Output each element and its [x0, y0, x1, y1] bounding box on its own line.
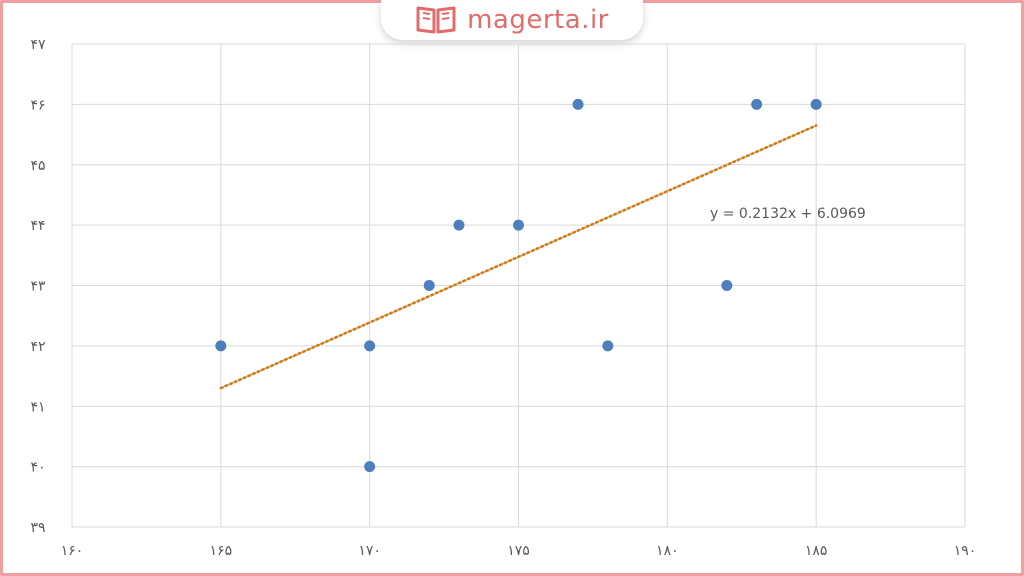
trendline [219, 124, 818, 390]
book-icon [416, 6, 456, 34]
data-point [602, 340, 614, 352]
y-tick-label: ۴۵ [30, 158, 45, 174]
y-tick-label: ۴۴ [30, 218, 45, 234]
gridlines [71, 43, 966, 528]
x-tick-label: ۱۶۰ [61, 543, 84, 559]
y-tick-label: ۴۶ [30, 97, 45, 113]
brand-name: magerta.ir [467, 5, 609, 35]
trendline-layer [219, 124, 818, 390]
trendline-equation: y = 0.2132x + 6.0969 [710, 206, 866, 222]
x-tick-label: ۱۷۵ [507, 543, 530, 559]
data-point [810, 98, 822, 110]
data-point [453, 219, 465, 231]
data-point [572, 98, 584, 110]
data-point [364, 461, 376, 473]
y-axis-ticks: ۳۹ ۴۰ ۴۱ ۴۲ ۴۳ ۴۴ ۴۵ ۴۶ ۴۷ [30, 37, 46, 536]
data-point [751, 98, 763, 110]
data-points [215, 98, 822, 473]
x-axis-ticks: ۱۶۰ ۱۶۵ ۱۷۰ ۱۷۵ ۱۸۰ ۱۸۵ ۱۹۰ [61, 543, 977, 559]
data-point [721, 280, 733, 291]
data-point [215, 340, 227, 352]
y-tick-label: ۳۹ [30, 520, 45, 536]
y-tick-label: ۴۷ [30, 37, 46, 53]
y-tick-label: ۴۲ [30, 339, 45, 355]
x-tick-label: ۱۶۵ [210, 543, 233, 559]
y-tick-label: ۴۳ [30, 279, 46, 295]
data-point [364, 340, 376, 352]
x-tick-label: ۱۸۵ [805, 543, 828, 559]
data-point [423, 280, 435, 291]
x-tick-label: ۱۸۰ [656, 543, 679, 559]
y-tick-label: ۴۱ [30, 399, 45, 415]
y-tick-label: ۴۰ [30, 460, 45, 476]
data-point [513, 219, 524, 231]
x-tick-label: ۱۷۰ [358, 543, 381, 559]
x-tick-label: ۱۹۰ [954, 543, 977, 559]
brand-logo[interactable]: magerta.ir [381, 0, 643, 40]
